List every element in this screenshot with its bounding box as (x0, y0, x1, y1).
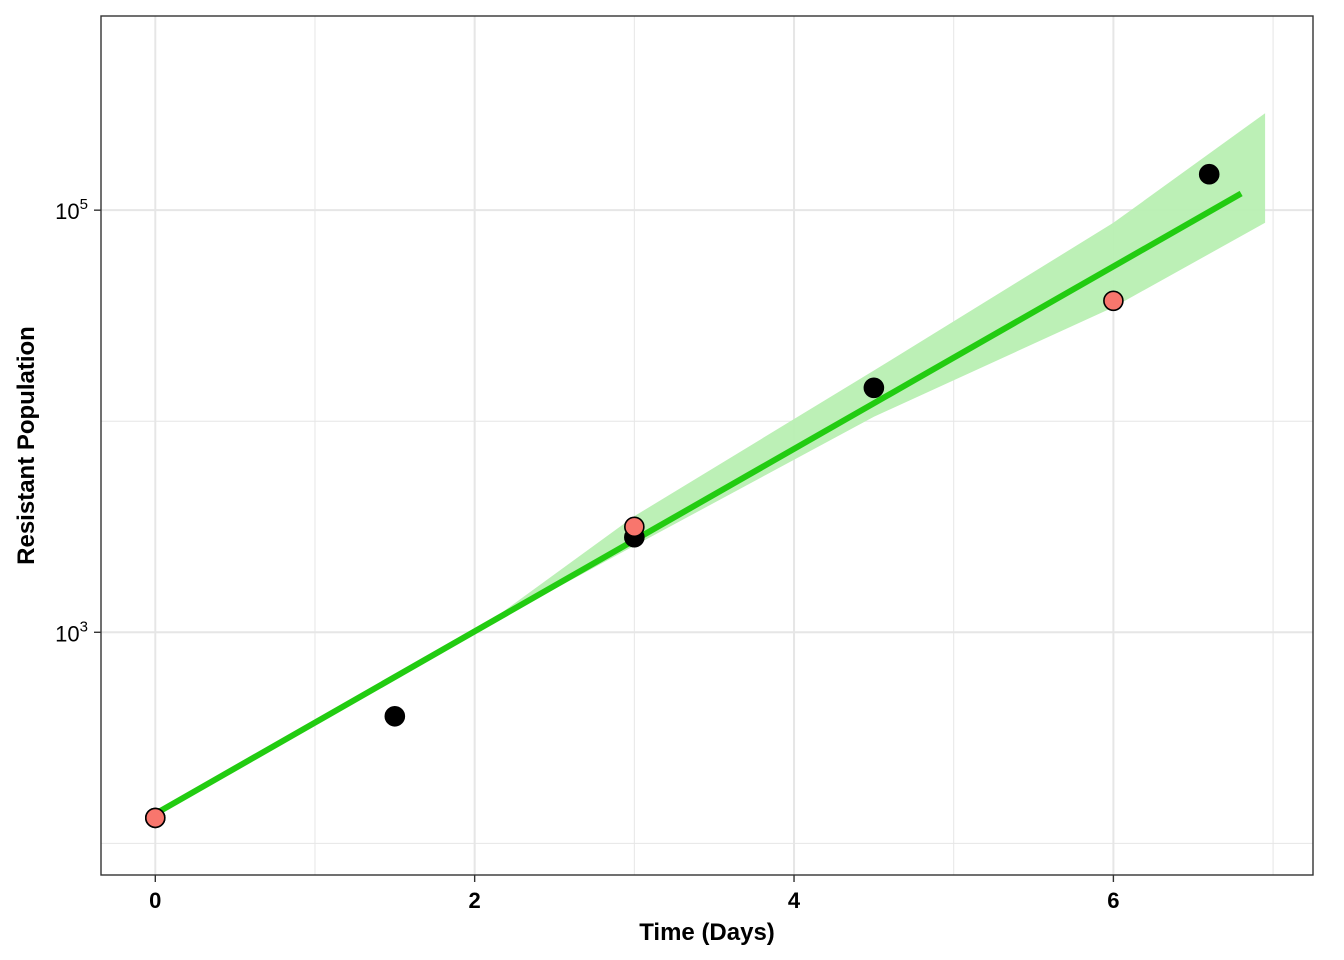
red-data-point (144, 807, 166, 829)
panel-border (100, 15, 1314, 876)
fit-line-layer (153, 190, 1243, 817)
fit-line (153, 190, 1243, 817)
confidence-ribbon-layer (474, 113, 1266, 633)
points-layer (144, 163, 1220, 829)
red-data-point (1103, 290, 1124, 312)
black-data-point (1198, 163, 1220, 185)
x-axis-title: Time (Days) (639, 919, 775, 946)
red-data-point (624, 516, 645, 538)
grid (101, 16, 1313, 875)
x-tick-label: 4 (788, 888, 801, 913)
x-tick-label: 6 (1107, 888, 1119, 913)
x-axis: 0 2 4 6 (149, 875, 1120, 913)
y-tick-label: 103 (55, 618, 88, 646)
y-tick-label: 105 (55, 196, 88, 224)
y-axis-title: Resistant Population (13, 326, 40, 565)
confidence-ribbon (474, 113, 1266, 633)
y-axis: 103 105 (55, 196, 101, 646)
black-data-point (384, 705, 406, 727)
black-data-point (863, 377, 885, 399)
x-tick-label: 0 (149, 888, 161, 913)
x-tick-label: 2 (469, 888, 481, 913)
